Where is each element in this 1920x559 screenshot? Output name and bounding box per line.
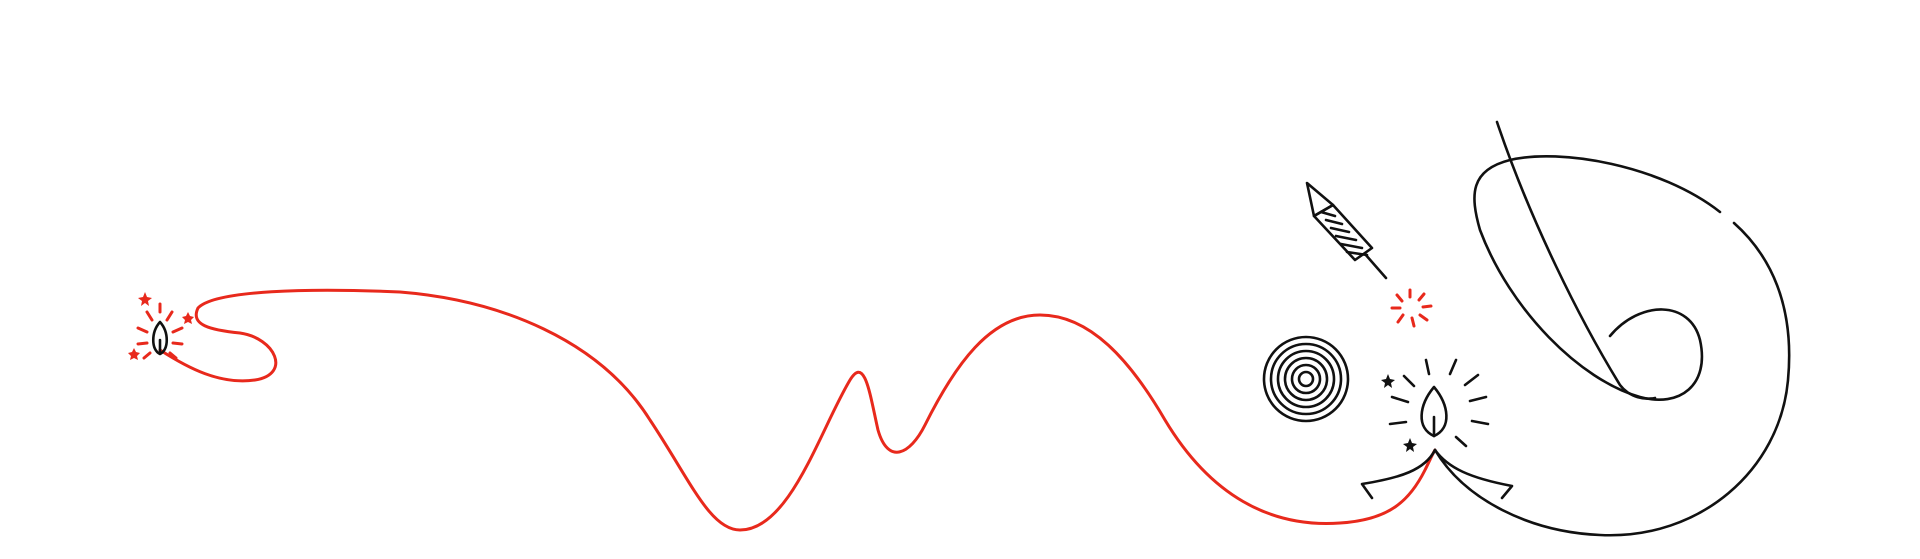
swirl-line	[1433, 221, 1791, 537]
small-diya-stars-icon	[128, 292, 194, 360]
swirl-line-tail	[1495, 120, 1657, 400]
rocket-firecracker-icon	[1305, 181, 1388, 280]
large-diya-icon	[1360, 385, 1514, 500]
large-diya-rays-icon	[1388, 358, 1490, 448]
fuse-line	[158, 288, 1437, 532]
spiral-chakri-icon	[1262, 335, 1350, 423]
small-diya-sparks-icon	[136, 302, 184, 360]
spark-burst-icon	[1390, 288, 1433, 328]
large-diya-stars-icon	[1381, 374, 1417, 452]
swirl-line-upper	[1473, 155, 1722, 402]
small-diya-icon	[151, 320, 169, 356]
